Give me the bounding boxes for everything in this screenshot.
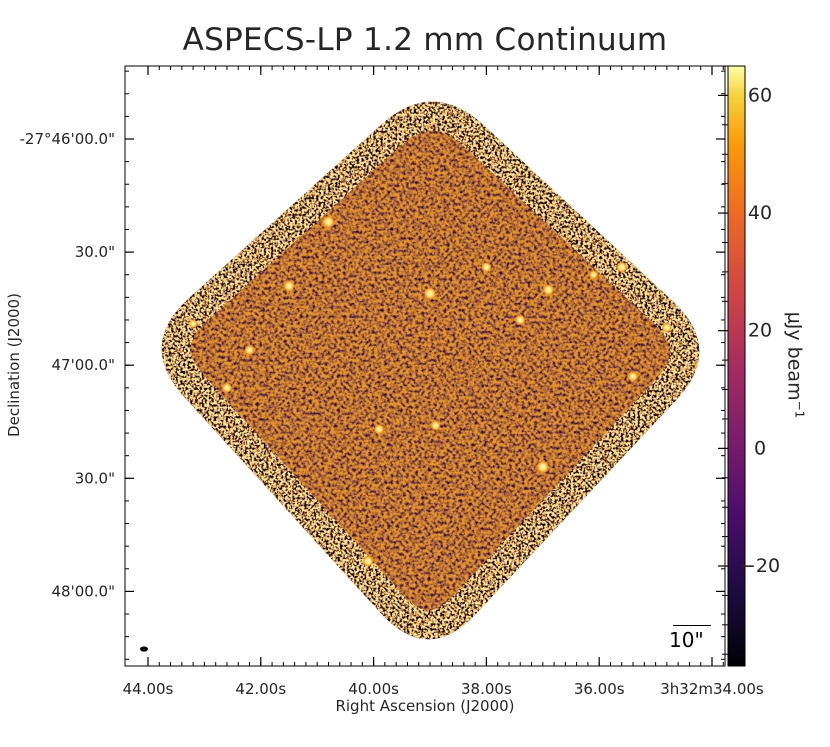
colorbar-tick-label: 20 [748, 320, 772, 342]
source-4 [481, 262, 492, 273]
colorbar-tick-label: 0 [754, 437, 766, 459]
source-8 [515, 314, 526, 326]
source-13 [627, 371, 639, 382]
source-6 [589, 270, 599, 280]
point-sources [188, 215, 700, 567]
x-tick-label: 40.00s [348, 680, 399, 698]
colorbar-label-sup: −1 [792, 400, 807, 419]
source-17 [536, 460, 550, 474]
x-tick-label: 36.00s [574, 680, 625, 698]
source-14 [221, 382, 233, 393]
colorbar-label: μJy beam−1 [783, 312, 806, 419]
colorbar-ticks: 60 40 20 0 −20 [718, 65, 780, 655]
beam-ellipse [140, 646, 148, 652]
source-1 [322, 215, 335, 229]
colorbar-tick-label: 60 [748, 84, 772, 106]
colorbar [727, 65, 746, 667]
source-9 [661, 322, 673, 333]
scale-bar-label: 10" [669, 628, 704, 652]
colorbar-label-main: μJy beam [783, 311, 806, 401]
chart-title: ASPECS-LP 1.2 mm Continuum [182, 22, 668, 58]
source-7 [616, 261, 628, 274]
y-tick-label: 47'00.0" [51, 356, 115, 374]
x-axis-label: Right Ascension (J2000) [335, 697, 515, 715]
source-16 [430, 420, 441, 431]
y-axis-label: Declination (J2000) [5, 293, 23, 437]
source-15 [374, 424, 385, 435]
y-tick-label: 30.0" [75, 243, 115, 261]
colorbar-tick-label: −20 [740, 555, 780, 577]
x-tick-label: 38.00s [461, 680, 512, 698]
source-2 [283, 280, 295, 292]
x-tick-label: 42.00s [235, 680, 286, 698]
y-tick-label: -27°46'00.0" [19, 130, 115, 148]
source-5 [542, 284, 555, 296]
colorbar-tick-label: 40 [748, 202, 772, 224]
x-tick-label: 44.00s [123, 680, 174, 698]
source-3 [423, 287, 437, 300]
source-11 [244, 344, 255, 356]
y-tick-label: 30.0" [75, 469, 115, 487]
y-tick-label: 48'00.0" [51, 582, 115, 600]
axis-ticks: 44.00s 42.00s 40.00s 38.00s 36.00s 3h32m34.00… [19, 66, 764, 698]
scale-bar [673, 625, 711, 626]
source-10 [188, 319, 198, 329]
source-18 [362, 555, 374, 567]
x-tick-label: 3h32m34.00s [660, 680, 764, 698]
